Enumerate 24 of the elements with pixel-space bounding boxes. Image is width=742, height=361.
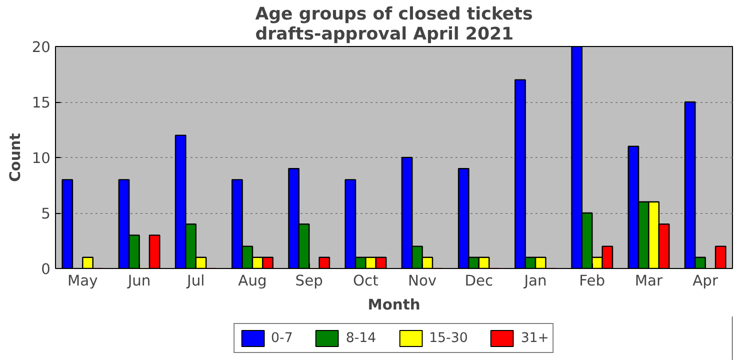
x-tick-label: Mar	[634, 272, 664, 290]
x-tick-label: Aug	[238, 272, 267, 290]
x-tick-label: Sep	[295, 272, 323, 290]
x-tick-label: Feb	[579, 272, 606, 290]
y-axis-title: Count	[6, 133, 24, 182]
x-tick-label: Jul	[186, 272, 205, 290]
x-tick-label: Jan	[523, 272, 547, 290]
y-tick-label: 10	[32, 150, 51, 167]
legend-label: 0-7	[271, 330, 293, 346]
legend-label: 31+	[520, 330, 549, 346]
x-tick-label: Nov	[408, 272, 437, 290]
x-tick-label: Jun	[126, 272, 151, 290]
y-tick-label: 0	[41, 261, 51, 278]
x-axis-title: Month	[368, 296, 420, 314]
legend-label: 8-14	[346, 330, 376, 346]
x-tick-label: Apr	[692, 272, 719, 290]
chart-title: Age groups of closed tickets drafts-approval April 2021	[255, 4, 533, 44]
x-tick-label: May	[68, 272, 98, 290]
x-tick-label: Dec	[464, 272, 494, 290]
x-tick-label: Oct	[353, 272, 379, 290]
legend-label: 15-30	[429, 330, 468, 346]
y-tick-label: 15	[32, 94, 51, 112]
y-tick-label: 5	[41, 206, 51, 222]
y-tick-label: 20	[32, 39, 51, 56]
